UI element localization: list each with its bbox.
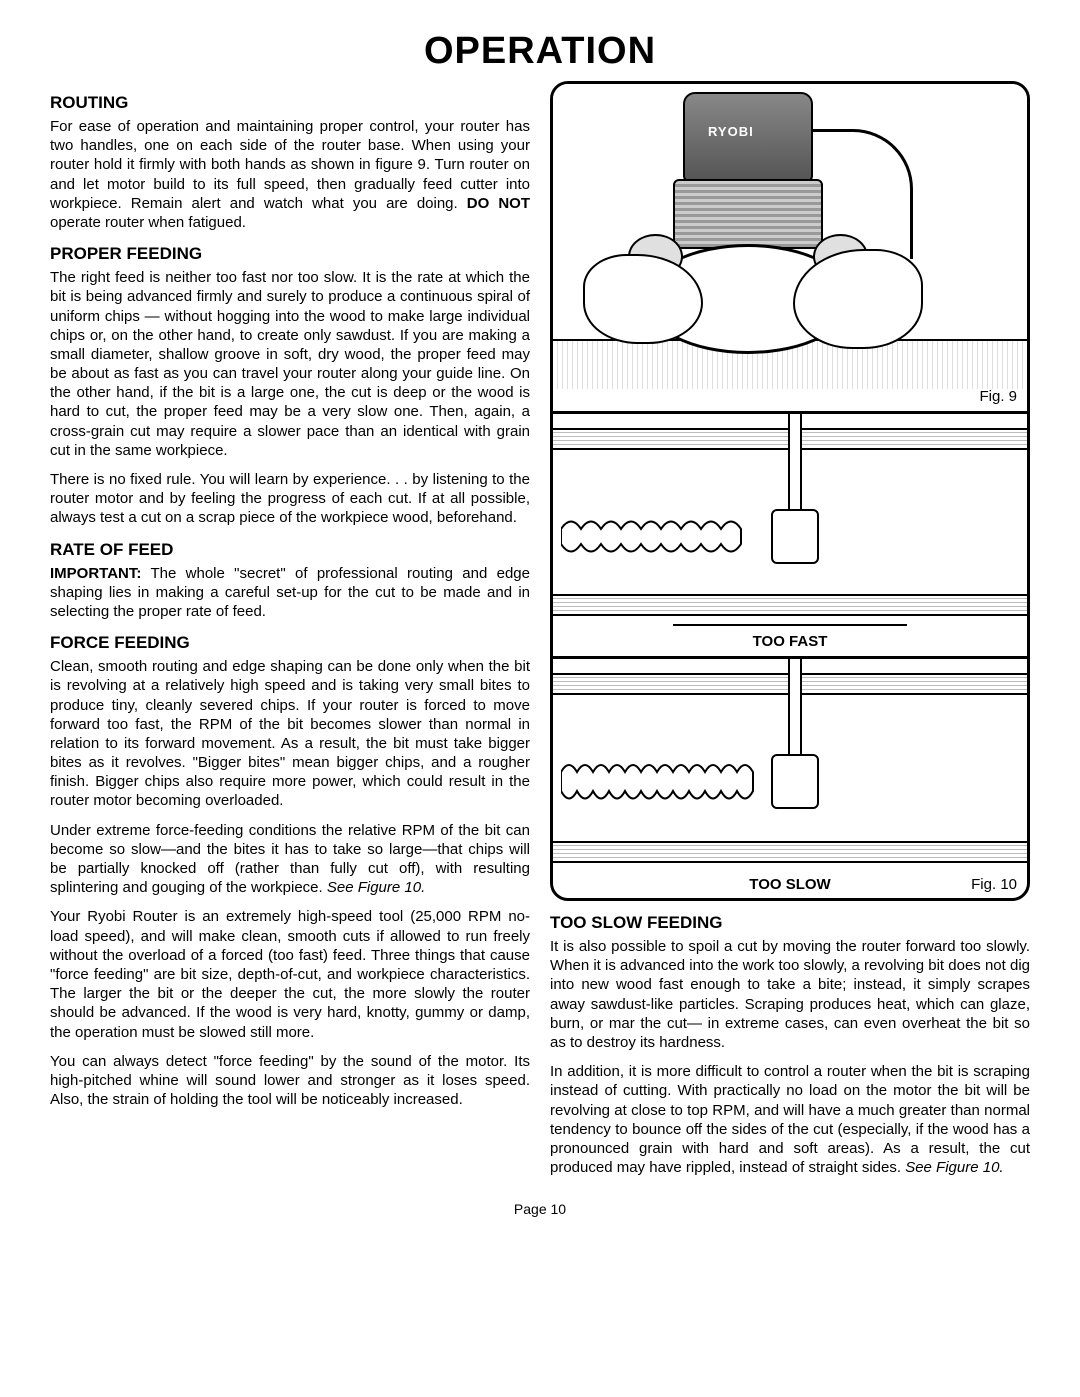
- force-feeding-p3: Your Ryobi Router is an extremely high-s…: [50, 907, 530, 1041]
- rate-of-feed-heading: RATE OF FEED: [50, 540, 530, 560]
- routing-text-a: For ease of operation and maintaining pr…: [50, 118, 530, 212]
- right-column: RYOBI Fig. 9: [550, 81, 1030, 1187]
- label-underline: [673, 624, 907, 626]
- force-feeding-p2: Under extreme force-feeding conditions t…: [50, 821, 530, 898]
- too-slow-feeding-heading: TOO SLOW FEEDING: [550, 913, 1030, 933]
- proper-feeding-heading: PROPER FEEDING: [50, 244, 530, 264]
- routing-heading: ROUTING: [50, 93, 530, 113]
- left-column: ROUTING For ease of operation and mainta…: [50, 81, 530, 1187]
- wood-grain-bottom: [553, 841, 1027, 863]
- page: OPERATION ROUTING For ease of operation …: [0, 0, 1080, 1237]
- routing-text-c: operate router when fatigued.: [50, 214, 246, 231]
- figure-10-label: Fig. 10: [971, 876, 1017, 893]
- proper-feeding-p2: There is no fixed rule. You will learn b…: [50, 470, 530, 528]
- rate-of-feed-p1: IMPORTANT: The whole "secret" of profess…: [50, 564, 530, 622]
- force-feeding-p4: You can always detect "force feeding" by…: [50, 1052, 530, 1110]
- force-feeding-heading: FORCE FEEDING: [50, 633, 530, 653]
- force-feeding-p1: Clean, smooth routing and edge shaping c…: [50, 657, 530, 811]
- figure-9-panel: RYOBI Fig. 9: [553, 84, 1027, 414]
- proper-feeding-p1: The right feed is neither too fast nor t…: [50, 268, 530, 460]
- routing-do-not: DO NOT: [467, 195, 530, 212]
- two-column-layout: ROUTING For ease of operation and mainta…: [50, 81, 1030, 1187]
- too-slow-label: TOO SLOW: [749, 876, 830, 893]
- page-title: OPERATION: [50, 30, 1030, 73]
- figure-9-label: Fig. 9: [979, 388, 1017, 405]
- see-figure-10-ref-2: See Figure 10.: [905, 1159, 1003, 1176]
- too-slow-p1: It is also possible to spoil a cut by mo…: [550, 937, 1030, 1052]
- see-figure-10-ref-1: See Figure 10.: [327, 879, 425, 896]
- too-slow-p2: In addition, it is more difficult to con…: [550, 1062, 1030, 1177]
- figure-10-too-slow-panel: TOO SLOW Fig. 10: [553, 659, 1027, 899]
- important-label: IMPORTANT:: [50, 565, 141, 582]
- figure-10-too-fast-panel: TOO FAST: [553, 414, 1027, 659]
- wood-grain-bottom: [553, 594, 1027, 616]
- bit-cutter: [771, 754, 819, 809]
- brand-label: RYOBI: [708, 124, 754, 139]
- bit-cutter: [771, 509, 819, 564]
- too-fast-label: TOO FAST: [753, 633, 828, 650]
- figure-box: RYOBI Fig. 9: [550, 81, 1030, 901]
- router-depth-ring: [673, 179, 823, 249]
- force-feeding-p2a: Under extreme force-feeding conditions t…: [50, 822, 530, 897]
- routing-paragraph: For ease of operation and maintaining pr…: [50, 117, 530, 232]
- page-number: Page 10: [50, 1201, 1030, 1217]
